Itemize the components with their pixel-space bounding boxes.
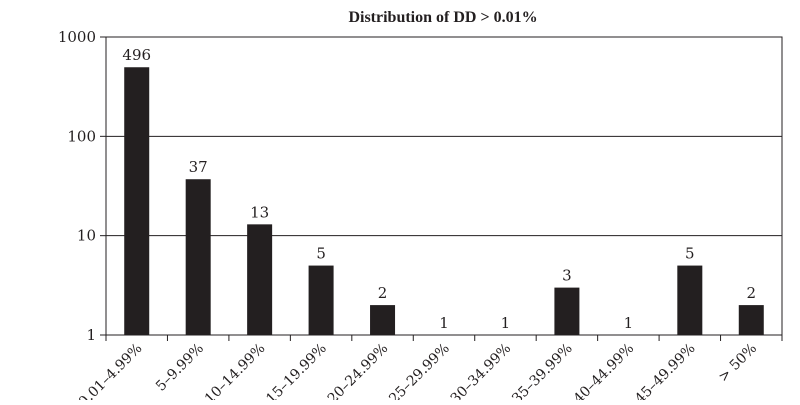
data-label: 2	[746, 284, 756, 302]
bar	[370, 305, 396, 335]
x-tick-label: > 50%	[715, 341, 760, 386]
x-tick-label: 0.01–4.99%	[76, 341, 146, 400]
data-label: 5	[316, 245, 326, 263]
axes: 1 10 100 1000 0.01–4.99% 5–9.99%10–14.99%15–1…	[58, 28, 783, 405]
x-tick-label: 10–14.99%	[202, 341, 269, 400]
bar	[554, 287, 580, 335]
data-label: 5	[685, 245, 695, 263]
bar	[677, 265, 703, 335]
data-label: 1	[439, 314, 449, 332]
data-label: 1	[624, 314, 634, 332]
data-label: 1	[501, 314, 511, 332]
x-tick-label: 5–9.99%	[153, 341, 207, 395]
bars	[124, 67, 764, 336]
gridlines	[106, 135, 782, 237]
plot-frame	[105, 36, 783, 336]
x-tick-label: 30–34.99%	[448, 341, 515, 400]
x-tick-label: 35–39.99%	[509, 341, 576, 400]
y-tick-label: 1	[86, 326, 96, 344]
bar	[185, 179, 211, 335]
y-tick-label: 10	[77, 227, 96, 245]
x-tick-label: 40–44.99%	[571, 341, 638, 400]
chart-title: Distribution of DD > 0.01%	[348, 9, 537, 26]
x-tick-label: 45–49.99%	[632, 341, 699, 400]
data-label: 496	[122, 46, 151, 64]
bar	[247, 224, 273, 335]
x-tick-label: 20–24.99%	[325, 341, 392, 400]
data-label: 3	[562, 267, 572, 285]
data-label: 37	[189, 158, 208, 176]
data-label: 2	[378, 284, 388, 302]
bar	[738, 305, 764, 335]
x-tick-label: 15–19.99%	[263, 341, 330, 400]
bar	[124, 67, 150, 336]
bar	[308, 265, 334, 335]
x-tick-label: 25–29.99%	[386, 341, 453, 400]
data-label: 13	[250, 203, 269, 221]
y-tick-label: 100	[67, 127, 96, 145]
y-tick-label: 1000	[58, 28, 96, 46]
